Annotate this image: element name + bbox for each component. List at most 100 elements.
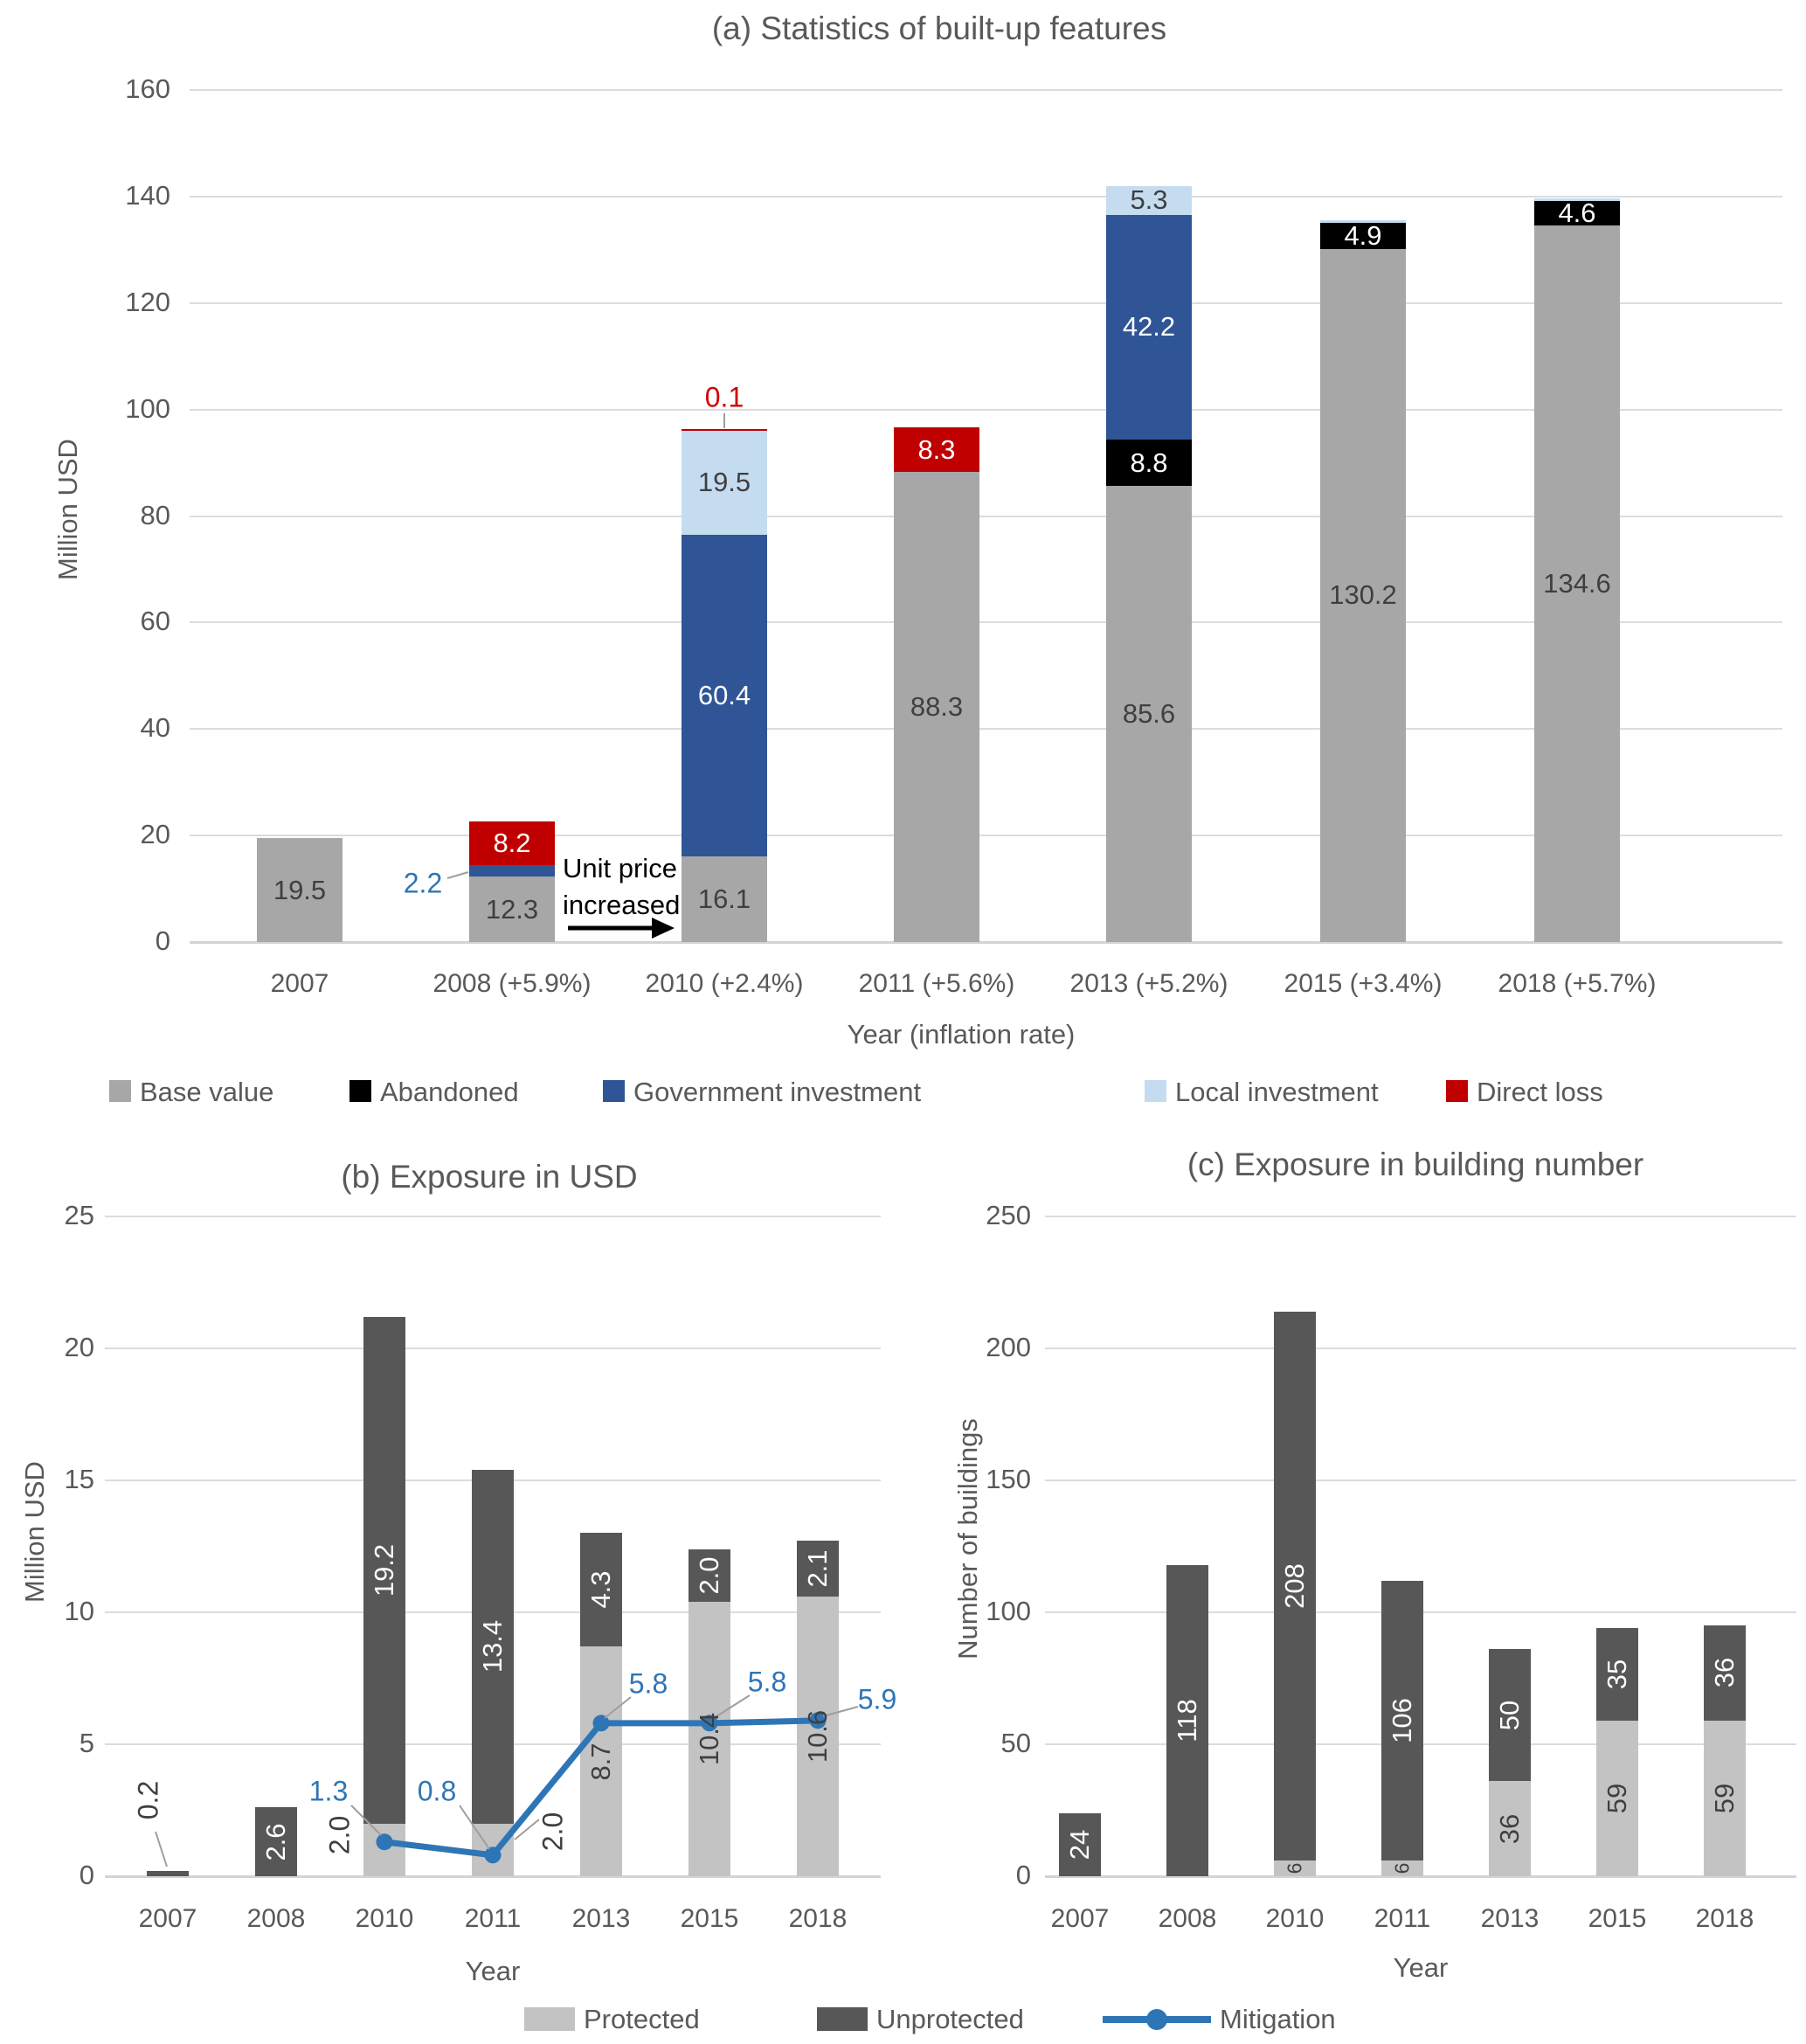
- x-tick-label: 2008: [246, 1904, 306, 1933]
- bar-label: 42.2: [1122, 311, 1176, 343]
- bar-label: 59: [1709, 1783, 1740, 1814]
- bar-label: 6: [1390, 1862, 1414, 1874]
- bar-segment-base-value: [1320, 248, 1406, 942]
- x-tick-label: 2011 (+5.6%): [858, 969, 1015, 998]
- bar-label: 208: [1279, 1562, 1310, 1609]
- x-axis-line: [105, 1875, 881, 1878]
- bar-label: 60.4: [697, 679, 751, 710]
- bar-segment-protected: [1274, 1860, 1316, 1876]
- bar-segment-unprotected: [1166, 1564, 1208, 1876]
- bar-segment-base-value: [682, 856, 767, 942]
- bar-label: 10.4: [694, 1712, 724, 1766]
- y-tick-label: 150: [986, 1464, 1031, 1494]
- x-tick-label: 2011: [1374, 1904, 1431, 1933]
- bar-label: 59: [1602, 1783, 1632, 1814]
- y-tick-label: 100: [986, 1596, 1031, 1626]
- bar-label: 4.6: [1558, 197, 1596, 228]
- bar-label: 13.4: [477, 1620, 508, 1673]
- chart-c-title: (c) Exposure in building number: [1187, 1147, 1644, 1182]
- bar-label: 88.3: [910, 690, 964, 722]
- bar-label: 8.8: [1130, 447, 1168, 478]
- y-tick-label: 0: [155, 925, 170, 956]
- gridline: [190, 515, 1782, 517]
- bar-segment-government-investment: [682, 534, 767, 856]
- bar-segment-government-investment: [469, 864, 555, 877]
- bar-label: 24: [1064, 1829, 1095, 1860]
- x-tick-label: 2018: [788, 1904, 848, 1933]
- bar-label: 19.5: [697, 467, 751, 498]
- y-tick-label: 140: [125, 179, 170, 211]
- bar-segment-local-investment: [1106, 186, 1192, 215]
- x-tick-label: 2010: [355, 1904, 414, 1933]
- y-tick-label: 0: [79, 1860, 94, 1890]
- leader-line: [155, 1831, 168, 1867]
- bar-segment-base-value: [894, 471, 979, 942]
- legend-item-local-investment: Local investment: [1175, 1077, 1379, 1107]
- bar-label: 8.7: [585, 1743, 616, 1781]
- bar-label: 4.3: [585, 1570, 616, 1609]
- bar-label: 10.6: [802, 1709, 833, 1763]
- chart-a-title: (a) Statistics of built-up features: [711, 10, 1167, 46]
- bar-segment-direct-loss: [894, 427, 979, 472]
- x-tick-label: 2015: [1588, 1904, 1647, 1933]
- x-tick-label: 2013: [1480, 1904, 1540, 1933]
- bar-segment-abandoned: [1106, 439, 1192, 487]
- bar-label: 6: [1283, 1862, 1306, 1874]
- x-tick-label: 2007: [270, 969, 329, 998]
- bar-segment-unprotected: [1596, 1628, 1638, 1721]
- y-tick-label: 20: [140, 819, 170, 850]
- legend-item-government-investment: Government investment: [633, 1077, 922, 1107]
- y-tick-label: 200: [986, 1332, 1031, 1362]
- bar-segment-unprotected: [1059, 1812, 1101, 1876]
- y-tick-label: 15: [64, 1464, 94, 1494]
- bar-segment-abandoned: [1320, 222, 1406, 249]
- gridline: [105, 1348, 881, 1349]
- bar-segment-direct-loss: [469, 821, 555, 865]
- legend-item-abandoned: Abandoned: [380, 1077, 519, 1107]
- x-tick-label: 2008: [1158, 1904, 1217, 1933]
- bar-segment-unprotected: [580, 1533, 622, 1647]
- leader-line: [514, 1819, 540, 1840]
- y-tick-label: 20: [64, 1332, 94, 1362]
- legend-swatch-protected: [524, 2007, 575, 2031]
- callout-label: 5.8: [747, 1666, 787, 1698]
- bar-segment-protected: [363, 1823, 405, 1876]
- callout-label: 2.2: [403, 867, 443, 899]
- bar-segment-protected: [472, 1823, 514, 1876]
- bar-segment-direct-loss: [682, 428, 767, 431]
- bar-label: 36: [1709, 1658, 1740, 1688]
- bar-segment-protected: [1704, 1720, 1746, 1876]
- bar-segment-base-value: [257, 838, 343, 942]
- gridline: [190, 621, 1782, 624]
- y-tick-label: 250: [986, 1200, 1031, 1230]
- callout-label: 0.8: [417, 1775, 457, 1807]
- x-tick-label: 2008 (+5.9%): [432, 969, 592, 998]
- chart-b-x-axis-title: Year: [465, 1956, 521, 1986]
- chart-a-x-axis-title: Year (inflation rate): [847, 1019, 1076, 1050]
- callout-label: 1.3: [308, 1775, 349, 1807]
- gridline: [190, 195, 1782, 197]
- callout-label: 2.0: [323, 1815, 356, 1855]
- x-tick-label: 2015: [680, 1904, 739, 1933]
- x-tick-label: 2011: [464, 1904, 522, 1933]
- y-tick-label: 60: [140, 606, 170, 637]
- bar-label: 2.1: [802, 1549, 833, 1588]
- callout-label: 5.9: [857, 1683, 897, 1715]
- chart-b-title: (b) Exposure in USD: [341, 1159, 638, 1195]
- bar-label: 19.2: [369, 1543, 399, 1597]
- legend-swatch-unprotected: [817, 2007, 868, 2031]
- bar-segment-unprotected: [1274, 1311, 1316, 1860]
- chart-c-x-axis-title: Year: [1393, 1952, 1449, 1983]
- bar-label: 35: [1602, 1659, 1632, 1690]
- bar-segment-government-investment: [1106, 214, 1192, 440]
- bar-label: 85.6: [1122, 698, 1176, 730]
- legend-item-mitigation: Mitigation: [1220, 2004, 1336, 2034]
- bar-segment-unprotected: [1489, 1649, 1531, 1782]
- bar-label: 19.5: [273, 874, 327, 905]
- x-tick-label: 2018: [1695, 1904, 1754, 1933]
- bar-segment-protected: [1489, 1781, 1531, 1876]
- bar-label: 50: [1494, 1700, 1525, 1731]
- x-tick-label: 2010: [1265, 1904, 1325, 1933]
- bar-label: 12.3: [485, 893, 539, 925]
- x-tick-label: 2007: [1050, 1904, 1110, 1933]
